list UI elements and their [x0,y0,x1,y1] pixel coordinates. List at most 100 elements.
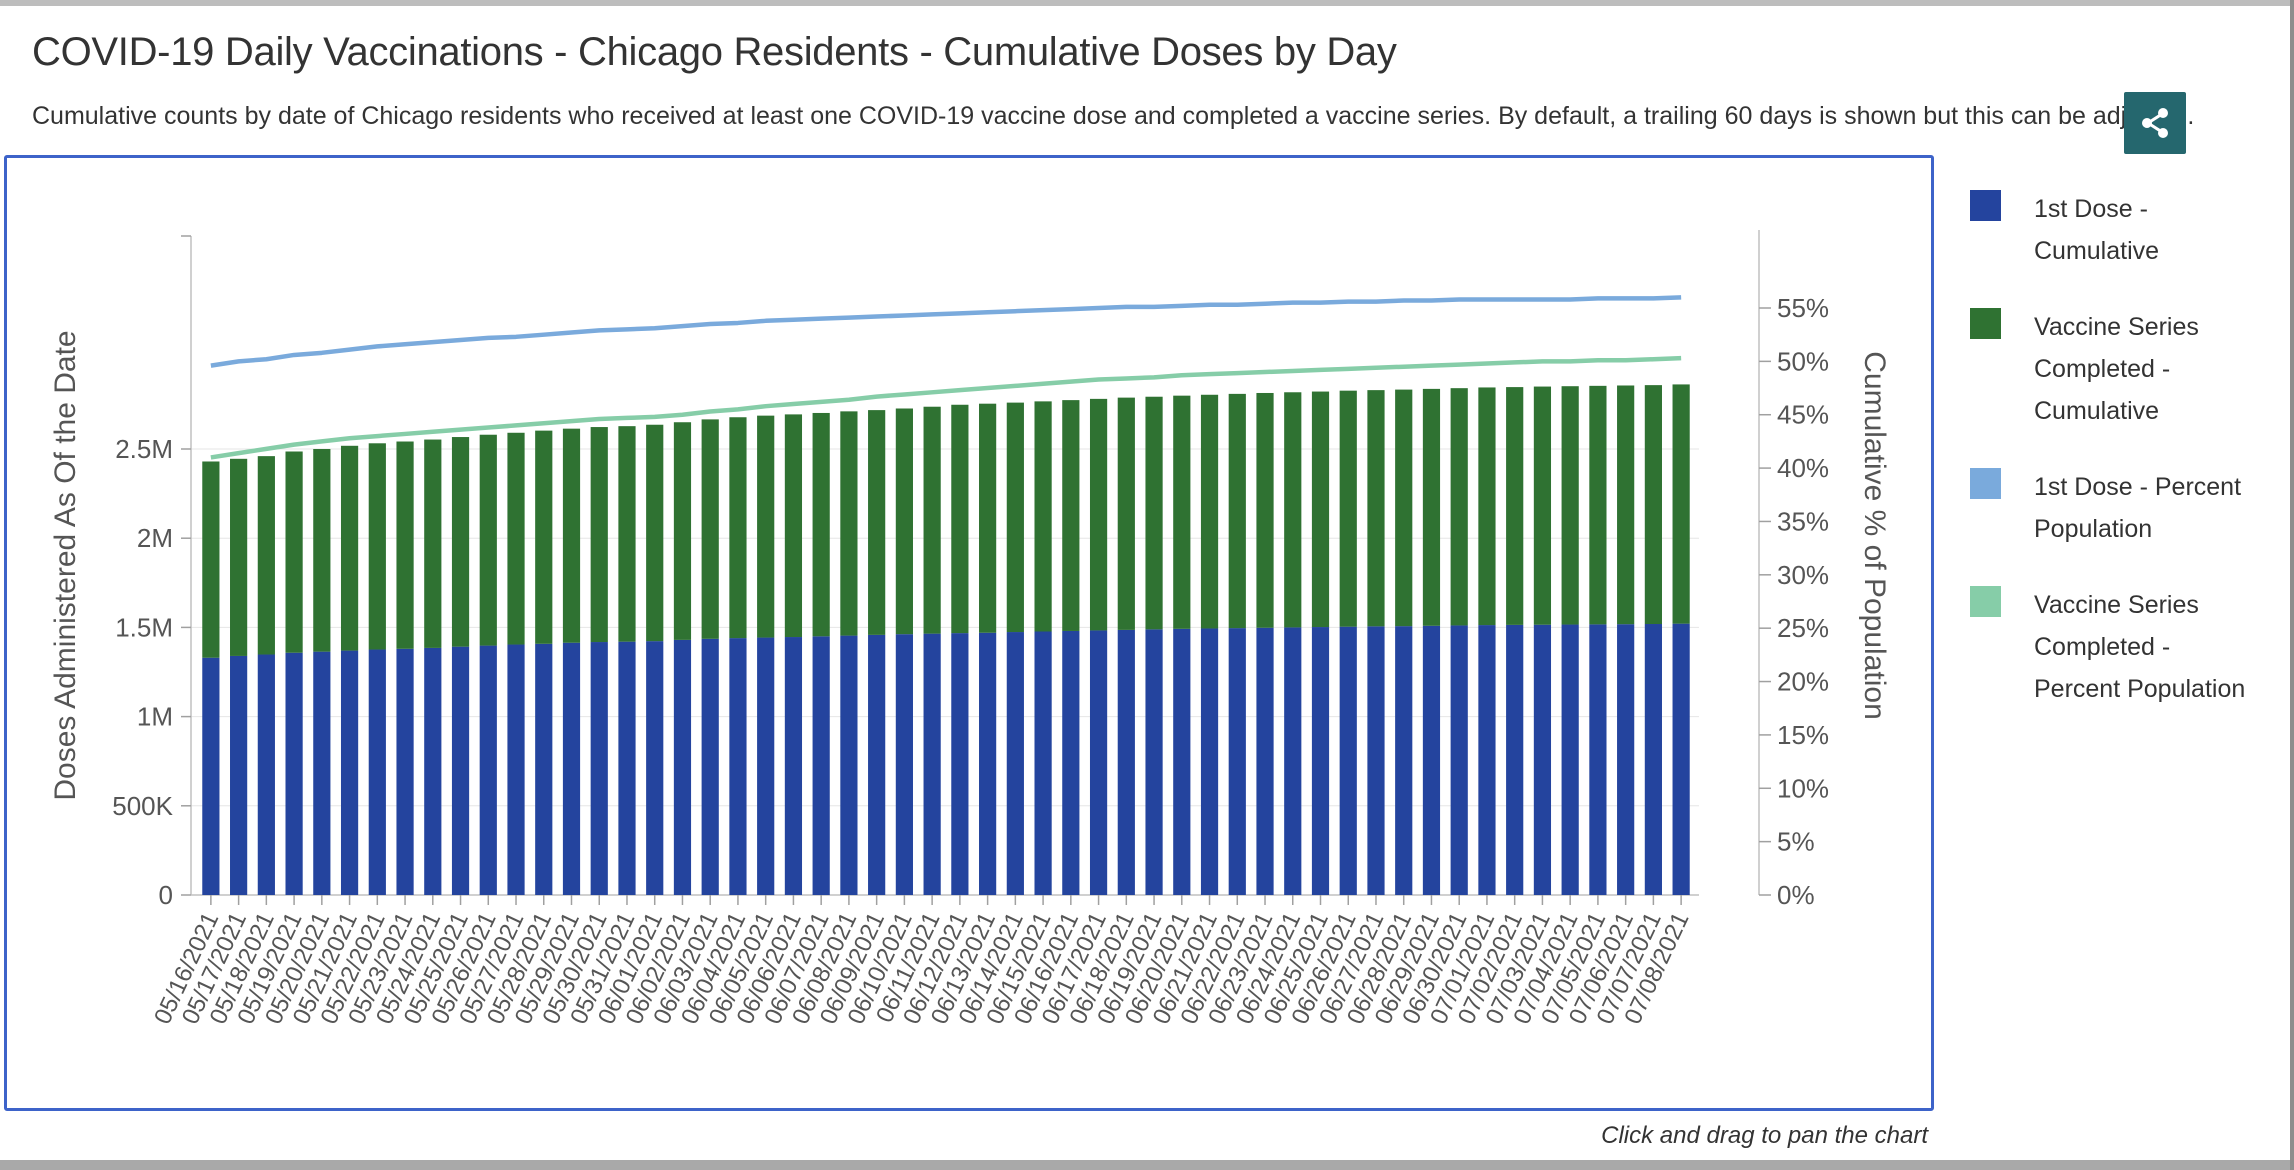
bar-series-completed [202,461,220,658]
bar-series-completed [646,424,664,642]
bar-series-completed [1034,401,1052,632]
bar-series-completed [1200,394,1219,629]
bar-series-completed [368,443,386,650]
bar-series-completed [507,432,525,645]
bar-1st-dose [230,655,248,895]
bar-1st-dose [1395,626,1413,895]
bar-series-completed [535,430,553,644]
bar-1st-dose [757,637,775,895]
bar-series-completed [1367,390,1385,627]
page-title: COVID-19 Daily Vaccinations - Chicago Re… [32,30,1397,74]
bar-series-completed [868,410,886,635]
bar-1st-dose [368,649,386,895]
left-tick-label: 500K [112,791,173,821]
bar-1st-dose [507,644,525,895]
bar-1st-dose [1145,629,1163,895]
bar-series-completed [451,437,470,647]
bar-1st-dose [424,647,442,895]
bar-1st-dose [784,637,803,895]
left-tick-label: 0 [159,880,173,910]
legend-swatch [1970,190,2001,221]
line-1st-dose-percent [210,295,1682,368]
bar-1st-dose [840,635,858,895]
bar-series-completed [951,404,969,634]
bar-1st-dose [1478,625,1496,895]
bar-1st-dose [895,634,913,895]
right-tick-label: 0% [1777,880,1815,910]
chart-panel: COVID-19 Daily Vaccinations - Chicago Re… [0,6,2290,1160]
bar-series-completed [562,428,581,643]
bar-1st-dose [1200,628,1219,895]
bar-1st-dose [340,650,359,895]
legend-item-1st-dose-percent[interactable]: 1st Dose - Percent Population [1970,466,2260,550]
bar-1st-dose [1006,632,1024,895]
bar-1st-dose [1034,631,1052,895]
bar-1st-dose [951,633,969,895]
share-icon [2142,108,2168,138]
bar-1st-dose [451,646,470,895]
pan-hint: Click and drag to pan the chart [1601,1122,1928,1149]
left-tick-label: 2.5M [115,434,173,464]
bar-1st-dose [313,651,331,895]
bar-1st-dose [1339,626,1357,895]
right-tick-label: 5% [1777,827,1815,857]
right-tick-label: 10% [1777,773,1829,803]
right-tick-label: 45% [1777,400,1829,430]
right-tick-label: 55% [1777,293,1829,323]
bar-series-completed [673,422,692,640]
bar-1st-dose [1450,625,1468,895]
bar-1st-dose [1117,629,1135,895]
bar-series-completed [923,406,941,634]
bar-1st-dose [1672,623,1690,895]
legend-item-series-completed-percent[interactable]: Vaccine Series Completed - Percent Popul… [1970,584,2260,710]
bar-series-completed [895,408,913,635]
bar-1st-dose [729,638,747,895]
bar-1st-dose [285,652,303,895]
bar-series-completed [1173,395,1191,629]
legend-label: 1st Dose - Percent Population [2034,473,2242,543]
bar-1st-dose [1506,624,1524,895]
bar-series-completed [1589,385,1607,625]
bar-1st-dose [868,634,886,895]
bar-1st-dose [812,636,830,895]
line-series-completed-percent [210,355,1682,460]
legend-swatch [1970,468,2001,499]
bar-1st-dose [1228,628,1246,895]
bar-series-completed [1145,396,1163,630]
bar-series-completed [1089,398,1108,631]
legend-item-1st-dose-cumulative[interactable]: 1st Dose - Cumulative [1970,188,2260,272]
bar-series-completed [1506,387,1524,625]
right-tick-label: 20% [1777,667,1829,697]
bar-series-completed [784,414,803,638]
bar-1st-dose [202,657,220,895]
chart-frame[interactable]: 0 500K 1M 1.5M 2M 2.5M 0% 5% 10% 15% 20% 25% 30% 35% 4… [4,155,1934,1111]
bar-series-completed [1478,387,1496,626]
bar-series-completed [590,427,608,643]
bar-1st-dose [1173,628,1191,895]
bar-1st-dose [923,633,941,895]
share-button[interactable] [2124,92,2186,154]
bar-series-completed [1117,397,1135,630]
bar-series-completed [701,419,719,639]
bar-1st-dose [1311,627,1330,895]
bar-series-completed [1533,386,1552,625]
bar-series-completed [424,439,442,648]
legend-label: Vaccine Series Completed - Cumulative [2034,313,2199,425]
bar-1st-dose [673,639,692,895]
bar-series-completed [285,451,303,653]
left-tick-label: 1.5M [115,612,173,642]
bar-series-completed [1062,400,1080,631]
bar-series-completed [340,445,359,651]
bar-series-completed [1256,392,1274,628]
bar-1st-dose [1561,624,1579,895]
bar-1st-dose [646,641,664,895]
bar-1st-dose [1617,624,1635,895]
chart-plot[interactable]: 0 500K 1M 1.5M 2M 2.5M 0% 5% 10% 15% 20% 25% 30% 35% 4… [7,158,1931,1108]
bar-1st-dose [1089,630,1108,895]
bar-series-completed [1339,390,1357,627]
bar-1st-dose [1367,626,1385,895]
right-tick-label: 30% [1777,560,1829,590]
bar-1st-dose [1589,624,1607,895]
legend-label: 1st Dose - Cumulative [2034,195,2160,265]
legend-item-series-completed-cumulative[interactable]: Vaccine Series Completed - Cumulative [1970,306,2260,432]
